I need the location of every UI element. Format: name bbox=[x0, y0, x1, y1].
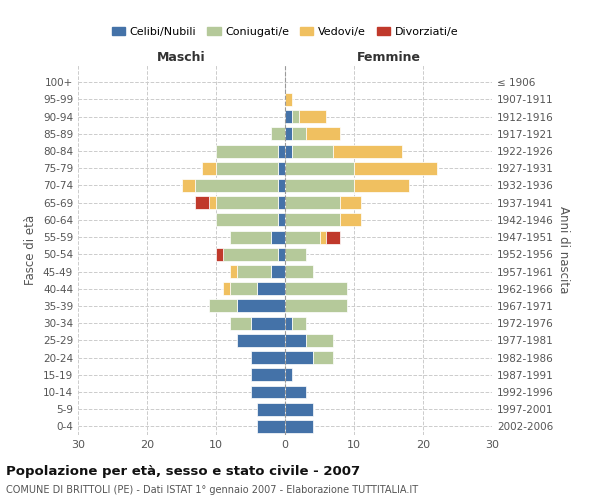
Bar bbox=[285, 265, 313, 278]
Bar bbox=[285, 282, 347, 295]
Bar bbox=[251, 386, 285, 398]
Bar bbox=[237, 334, 285, 347]
Bar bbox=[230, 265, 237, 278]
Bar bbox=[285, 196, 340, 209]
Bar bbox=[285, 162, 354, 174]
Bar bbox=[306, 334, 334, 347]
Bar bbox=[216, 162, 278, 174]
Bar bbox=[251, 368, 285, 381]
Bar bbox=[278, 162, 285, 174]
Bar bbox=[285, 248, 306, 261]
Bar bbox=[285, 179, 354, 192]
Bar bbox=[285, 351, 313, 364]
Bar bbox=[230, 230, 271, 243]
Bar bbox=[340, 214, 361, 226]
Bar bbox=[271, 265, 285, 278]
Bar bbox=[196, 196, 209, 209]
Bar bbox=[285, 93, 292, 106]
Bar bbox=[251, 316, 285, 330]
Text: Maschi: Maschi bbox=[157, 51, 206, 64]
Bar bbox=[257, 420, 285, 433]
Legend: Celibi/Nubili, Coniugati/e, Vedovi/e, Divorziati/e: Celibi/Nubili, Coniugati/e, Vedovi/e, Di… bbox=[107, 22, 463, 42]
Bar bbox=[292, 316, 306, 330]
Bar bbox=[285, 420, 313, 433]
Bar bbox=[340, 196, 361, 209]
Bar bbox=[292, 110, 299, 123]
Bar bbox=[278, 144, 285, 158]
Bar bbox=[285, 214, 340, 226]
Bar bbox=[251, 351, 285, 364]
Bar bbox=[285, 386, 306, 398]
Bar bbox=[285, 144, 292, 158]
Bar bbox=[223, 282, 230, 295]
Bar bbox=[313, 351, 334, 364]
Bar bbox=[285, 368, 292, 381]
Bar bbox=[285, 300, 347, 312]
Bar bbox=[354, 162, 437, 174]
Bar bbox=[216, 144, 278, 158]
Bar bbox=[209, 300, 237, 312]
Bar bbox=[292, 128, 306, 140]
Bar bbox=[237, 300, 285, 312]
Bar bbox=[285, 230, 320, 243]
Bar bbox=[278, 196, 285, 209]
Bar bbox=[326, 230, 340, 243]
Text: Popolazione per età, sesso e stato civile - 2007: Popolazione per età, sesso e stato civil… bbox=[6, 465, 360, 478]
Bar bbox=[257, 282, 285, 295]
Bar bbox=[285, 128, 292, 140]
Bar bbox=[334, 144, 403, 158]
Bar bbox=[306, 128, 340, 140]
Bar bbox=[292, 144, 334, 158]
Y-axis label: Fasce di età: Fasce di età bbox=[25, 215, 37, 285]
Bar bbox=[230, 282, 257, 295]
Bar bbox=[285, 402, 313, 415]
Bar bbox=[182, 179, 196, 192]
Bar bbox=[216, 248, 223, 261]
Bar bbox=[216, 196, 278, 209]
Bar bbox=[196, 179, 278, 192]
Bar bbox=[202, 162, 216, 174]
Bar bbox=[271, 230, 285, 243]
Bar bbox=[230, 316, 251, 330]
Text: COMUNE DI BRITTOLI (PE) - Dati ISTAT 1° gennaio 2007 - Elaborazione TUTTITALIA.I: COMUNE DI BRITTOLI (PE) - Dati ISTAT 1° … bbox=[6, 485, 418, 495]
Text: Femmine: Femmine bbox=[356, 51, 421, 64]
Bar bbox=[354, 179, 409, 192]
Bar bbox=[209, 196, 216, 209]
Bar bbox=[285, 110, 292, 123]
Bar bbox=[216, 214, 278, 226]
Y-axis label: Anni di nascita: Anni di nascita bbox=[557, 206, 570, 294]
Bar bbox=[257, 402, 285, 415]
Bar bbox=[299, 110, 326, 123]
Bar bbox=[223, 248, 278, 261]
Bar bbox=[285, 334, 306, 347]
Bar bbox=[320, 230, 326, 243]
Bar bbox=[278, 179, 285, 192]
Bar bbox=[278, 248, 285, 261]
Bar bbox=[271, 128, 285, 140]
Bar bbox=[236, 265, 271, 278]
Bar bbox=[285, 316, 292, 330]
Bar bbox=[278, 214, 285, 226]
